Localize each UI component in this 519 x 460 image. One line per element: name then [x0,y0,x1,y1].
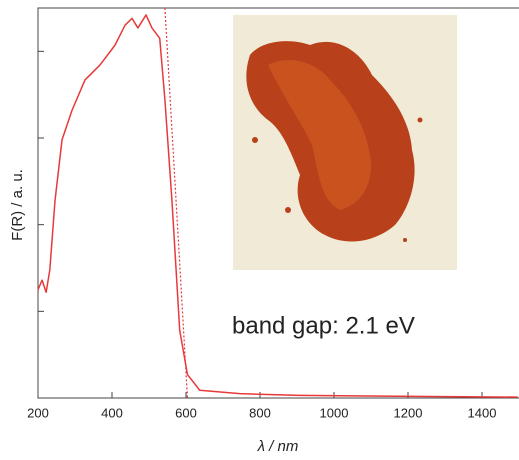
x-tick-label: 600 [175,405,197,420]
x-tick-label: 1000 [320,405,349,420]
tangent-line [164,7,189,399]
x-tick-label: 200 [27,405,49,420]
powder-photo [233,15,457,270]
powder-highlight [268,60,371,210]
y-axis-label: F(R) / a. u. [9,169,26,241]
annotation: band gap: 2.1 eV [232,312,415,339]
powder-speck [285,207,291,213]
x-tick-label: 400 [101,405,123,420]
powder-speck [252,137,258,143]
axis-frame [37,7,519,399]
powder-speck [417,117,423,123]
x-axis-label: λ / nm [257,438,299,455]
x-tick-label: 1400 [468,405,497,420]
powder-speck [403,238,407,242]
x-tick-label: 1200 [394,405,423,420]
data-line [37,14,518,398]
x-tick-label: 800 [249,405,271,420]
